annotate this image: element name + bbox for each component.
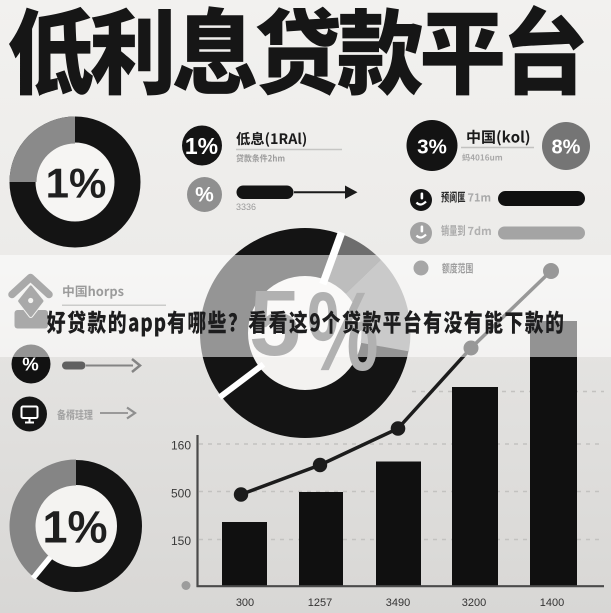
svg-text:%: % [22,354,38,375]
svg-text:3200: 3200 [462,597,486,609]
svg-text:1%: 1% [42,502,107,553]
svg-text:150: 150 [171,534,191,548]
svg-text:160: 160 [171,439,191,453]
svg-text:300: 300 [236,597,254,609]
svg-text:3490: 3490 [386,597,410,609]
svg-text:%: % [195,184,214,207]
svg-text:1%: 1% [185,133,218,159]
svg-text:1400: 1400 [540,597,564,609]
svg-text:1257: 1257 [308,597,332,609]
svg-text:3336: 3336 [236,202,256,212]
svg-text:1%: 1% [46,160,107,207]
svg-text:500: 500 [171,487,191,501]
svg-text:8%: 8% [552,137,581,159]
svg-text:3%: 3% [417,136,447,159]
